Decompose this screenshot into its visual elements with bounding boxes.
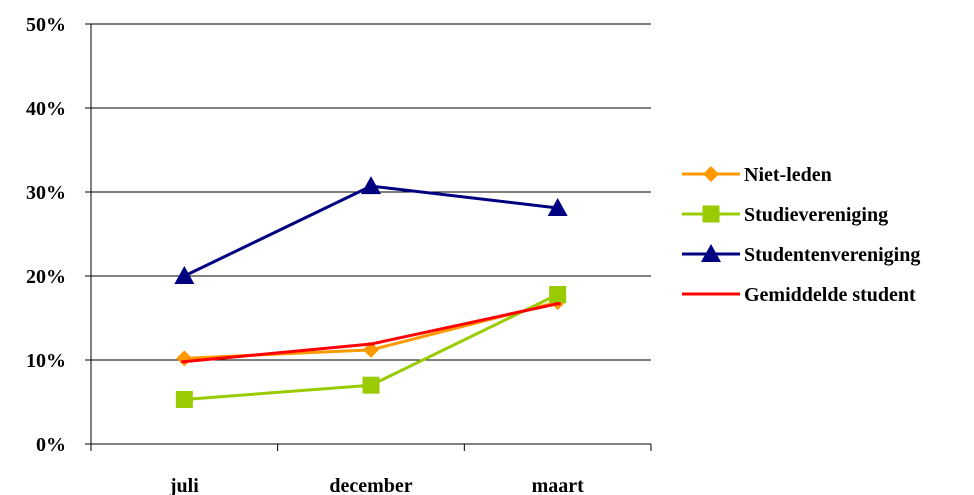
axes: 0% 10% 20% 30% 40% 50% juli december maart	[26, 14, 652, 495]
series-studievereniging	[175, 285, 567, 408]
y-tick-label: 20%	[26, 266, 66, 288]
data-point	[176, 350, 193, 367]
y-tick-label: 30%	[26, 182, 66, 204]
data-point	[361, 176, 381, 195]
legend-item: Niet-leden	[682, 164, 832, 186]
legend-label: Niet-leden	[744, 164, 832, 186]
data-point	[174, 266, 195, 284]
data-point	[368, 342, 374, 346]
data-point	[362, 376, 380, 394]
legend-item: Studievereniging	[682, 204, 888, 226]
y-tick-label: 0%	[36, 434, 66, 456]
series-group	[174, 176, 568, 408]
x-tick-label: december	[329, 475, 412, 495]
legend-marker	[701, 244, 721, 262]
data-point	[547, 197, 568, 216]
legend: Niet-leden Studievereniging Studentenveren…	[682, 164, 920, 306]
legend-marker	[703, 166, 719, 182]
legend-label: Gemiddelde student	[744, 284, 916, 306]
data-point	[181, 360, 188, 364]
legend-item: Studentenvereniging	[682, 244, 920, 266]
legend-marker	[708, 292, 714, 296]
data-point	[549, 285, 567, 303]
y-tick-label: 10%	[26, 350, 66, 372]
y-tick-label: 40%	[26, 98, 66, 120]
data-point	[175, 390, 193, 408]
data-point	[554, 302, 561, 306]
legend-marker	[702, 205, 720, 223]
series-line	[183, 184, 558, 278]
x-tick-label: juli	[169, 475, 199, 495]
series-gemiddelde-student	[181, 302, 561, 364]
legend-label: Studentenvereniging	[744, 244, 920, 266]
x-tick-label: maart	[532, 475, 585, 495]
y-tick-label: 50%	[26, 14, 66, 36]
series-studentenvereniging	[174, 176, 568, 284]
legend-item: Gemiddelde student	[682, 284, 916, 306]
legend-label: Studievereniging	[744, 204, 888, 226]
